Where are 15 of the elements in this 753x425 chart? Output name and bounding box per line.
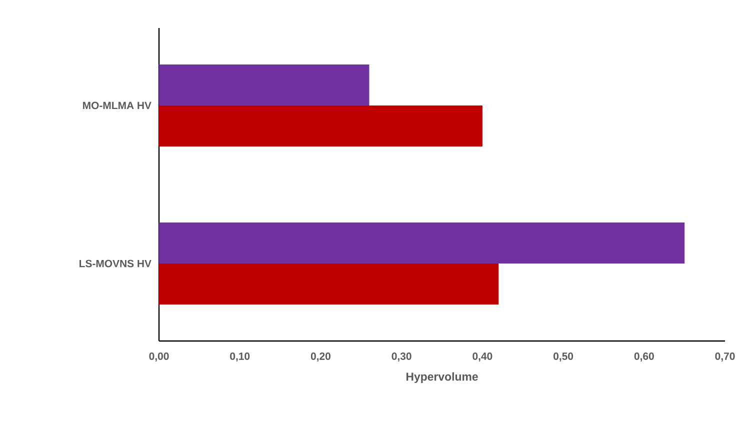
bar <box>159 64 370 106</box>
bar <box>159 222 685 264</box>
y-tick-label: MO-MLMA HV <box>83 102 152 110</box>
bar <box>159 105 482 146</box>
x-tick-label: 0,40 <box>472 352 492 362</box>
y-tick-label: LS-MOVNS HV <box>80 260 152 268</box>
x-tick-label: 0,10 <box>230 352 250 362</box>
x-tick-label: 0,50 <box>554 352 574 362</box>
x-tick-label: 0,20 <box>310 352 330 362</box>
x-tick-label: 0,00 <box>149 352 169 362</box>
bar <box>159 264 499 305</box>
x-axis-title: Hypervolume <box>406 372 478 383</box>
x-tick-label: 0,70 <box>715 352 735 362</box>
x-tick-label: 0,30 <box>392 352 412 362</box>
x-tick-label: 0,60 <box>634 352 654 362</box>
